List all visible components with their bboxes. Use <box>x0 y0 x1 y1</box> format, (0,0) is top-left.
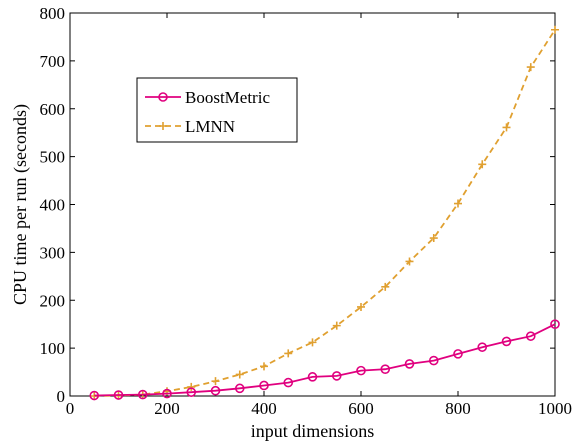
data-point-lmnn <box>454 199 462 208</box>
data-point-boostmetric <box>404 359 415 369</box>
legend-label-boostmetric: BoostMetric <box>185 88 270 107</box>
data-point-lmnn <box>381 282 390 291</box>
data-point-lmnn <box>235 370 244 379</box>
y-tick-label: 400 <box>40 196 66 215</box>
y-tick-label: 300 <box>40 243 66 262</box>
axis-ticks <box>69 12 556 397</box>
data-point-boostmetric <box>259 380 269 391</box>
data-point-lmnn <box>187 382 196 391</box>
data-point-boostmetric <box>210 385 221 396</box>
data-point-boostmetric <box>307 372 318 382</box>
y-tick-label: 0 <box>57 387 66 406</box>
y-tick-label: 200 <box>40 291 66 310</box>
data-point-boostmetric <box>501 336 512 347</box>
data-point-lmnn <box>260 362 268 371</box>
legend-box <box>136 77 298 143</box>
tick-labels: 0 200 400 600 800 1000 0 100 200 300 400 500 600 700 8… <box>40 4 573 418</box>
data-point-boostmetric <box>234 383 245 394</box>
data-point-lmnn <box>211 377 220 386</box>
x-tick-label: 1000 <box>538 399 572 418</box>
data-point-boostmetric <box>137 389 148 400</box>
series-layer <box>89 25 560 401</box>
data-point-boostmetric <box>283 377 294 388</box>
y-tick-label: 600 <box>40 100 66 119</box>
data-point-lmnn <box>526 63 535 72</box>
data-point-boostmetric <box>550 319 560 329</box>
y-tick-label: 800 <box>40 4 66 23</box>
y-tick-label: 700 <box>40 52 66 71</box>
data-point-lmnn <box>478 160 487 169</box>
y-axis-label: CPU time per run (seconds) <box>10 104 31 305</box>
x-tick-label: 600 <box>348 399 374 418</box>
data-point-lmnn <box>284 349 293 358</box>
data-point-boostmetric <box>89 390 100 401</box>
x-tick-label: 400 <box>251 399 277 418</box>
data-point-boostmetric <box>428 355 439 366</box>
data-point-boostmetric <box>162 388 172 399</box>
series-boostmetric <box>89 319 560 401</box>
x-tick-label: 200 <box>154 399 180 418</box>
x-axis-label: input dimensions <box>251 421 375 441</box>
data-point-lmnn <box>357 302 365 311</box>
legend-marker-lmnn <box>159 122 167 130</box>
y-tick-label: 500 <box>40 148 66 167</box>
data-point-boostmetric <box>356 365 366 376</box>
data-point-boostmetric <box>453 349 463 359</box>
data-point-lmnn <box>332 321 341 330</box>
data-point-lmnn <box>551 25 559 34</box>
data-point-lmnn <box>405 257 414 266</box>
legend-marker-boostmetric <box>158 92 168 102</box>
data-point-lmnn <box>502 123 511 132</box>
series-line-lmnn <box>94 29 556 397</box>
data-point-boostmetric <box>525 331 536 341</box>
x-tick-label: 800 <box>445 399 471 418</box>
data-point-boostmetric <box>380 364 391 374</box>
data-point-boostmetric <box>331 371 342 381</box>
legend-label-lmnn: LMNN <box>185 117 235 136</box>
data-point-boostmetric <box>477 342 488 352</box>
data-point-boostmetric <box>113 390 124 400</box>
y-tick-label: 100 <box>40 339 66 358</box>
data-point-lmnn <box>429 234 438 243</box>
data-point-boostmetric <box>186 387 197 397</box>
data-point-lmnn <box>308 338 317 347</box>
x-tick-label: 0 <box>66 399 75 418</box>
legend: BoostMetric LMNN <box>136 77 298 143</box>
